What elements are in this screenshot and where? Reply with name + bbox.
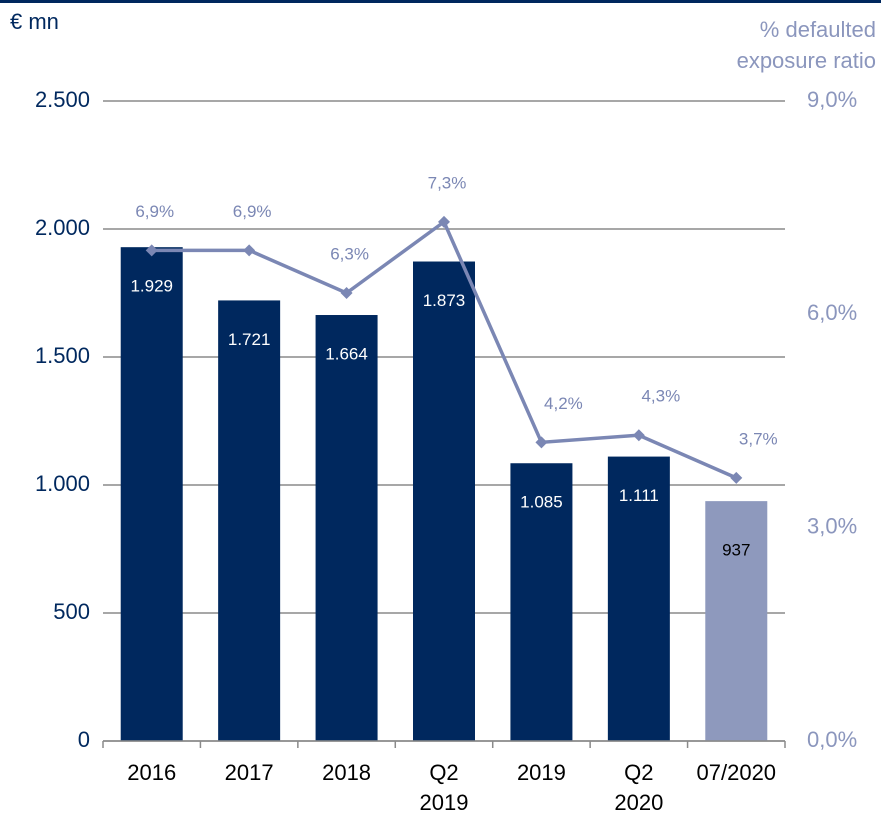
line-value-label: 3,7% [739,429,778,448]
line-value-label: 6,9% [233,202,272,221]
y-tick-label: 0 [78,727,90,752]
x-tick-label: Q2 2020 [614,760,663,815]
line-marker [438,215,450,228]
bar-value-label: 937 [722,541,750,560]
bar [218,300,281,741]
line-marker [243,244,256,257]
line-value-label: 4,3% [641,387,680,406]
bar [120,247,183,741]
y2-axis-label: exposure ratio [737,48,876,73]
line-value-label: 6,3% [330,244,369,263]
line-marker [340,287,353,299]
bar-value-label: 1.929 [130,277,173,296]
bar-value-label: 1.111 [619,486,659,505]
bar-value-label: 1.085 [520,493,563,512]
x-tick-label: 2016 [127,760,176,785]
x-tick-label: 2019 [517,760,566,785]
line-marker [632,429,645,442]
y-tick-label: 2.500 [35,87,90,112]
x-tick-label: 2017 [225,760,274,785]
bar [705,501,768,741]
bar [413,261,475,741]
y2-tick-label: 9,0% [807,87,857,112]
line-marker [730,471,743,484]
bar [510,463,573,741]
x-tick-label: Q2 2019 [420,760,469,815]
y-tick-label: 1.500 [35,343,90,368]
y-tick-label: 500 [53,599,90,624]
y-tick-label: 1.000 [35,471,90,496]
line-marker [535,436,548,449]
y2-tick-label: 6,0% [807,300,857,325]
line-marker [145,244,158,257]
x-tick-label: 2018 [322,760,371,785]
x-tick-label: 07/2020 [697,760,777,785]
bar [315,315,378,741]
line-value-label: 7,3% [428,173,467,192]
line-value-label: 4,2% [544,394,583,413]
bar [607,456,670,741]
bar-value-label: 1.664 [325,345,368,364]
bar-value-label: 1.873 [423,291,466,310]
y2-tick-label: 3,0% [807,513,857,538]
y2-tick-label: 0,0% [807,727,857,752]
top-rule [0,0,881,3]
y-axis-label: € mn [10,9,59,34]
y-tick-label: 2.000 [35,215,90,240]
y2-axis-label: % defaulted [760,17,876,42]
line-value-label: 6,9% [135,202,174,221]
bar-value-label: 1.721 [228,330,271,349]
